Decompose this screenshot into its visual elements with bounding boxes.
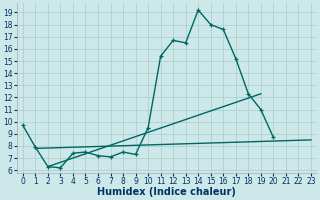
X-axis label: Humidex (Indice chaleur): Humidex (Indice chaleur)	[98, 187, 236, 197]
